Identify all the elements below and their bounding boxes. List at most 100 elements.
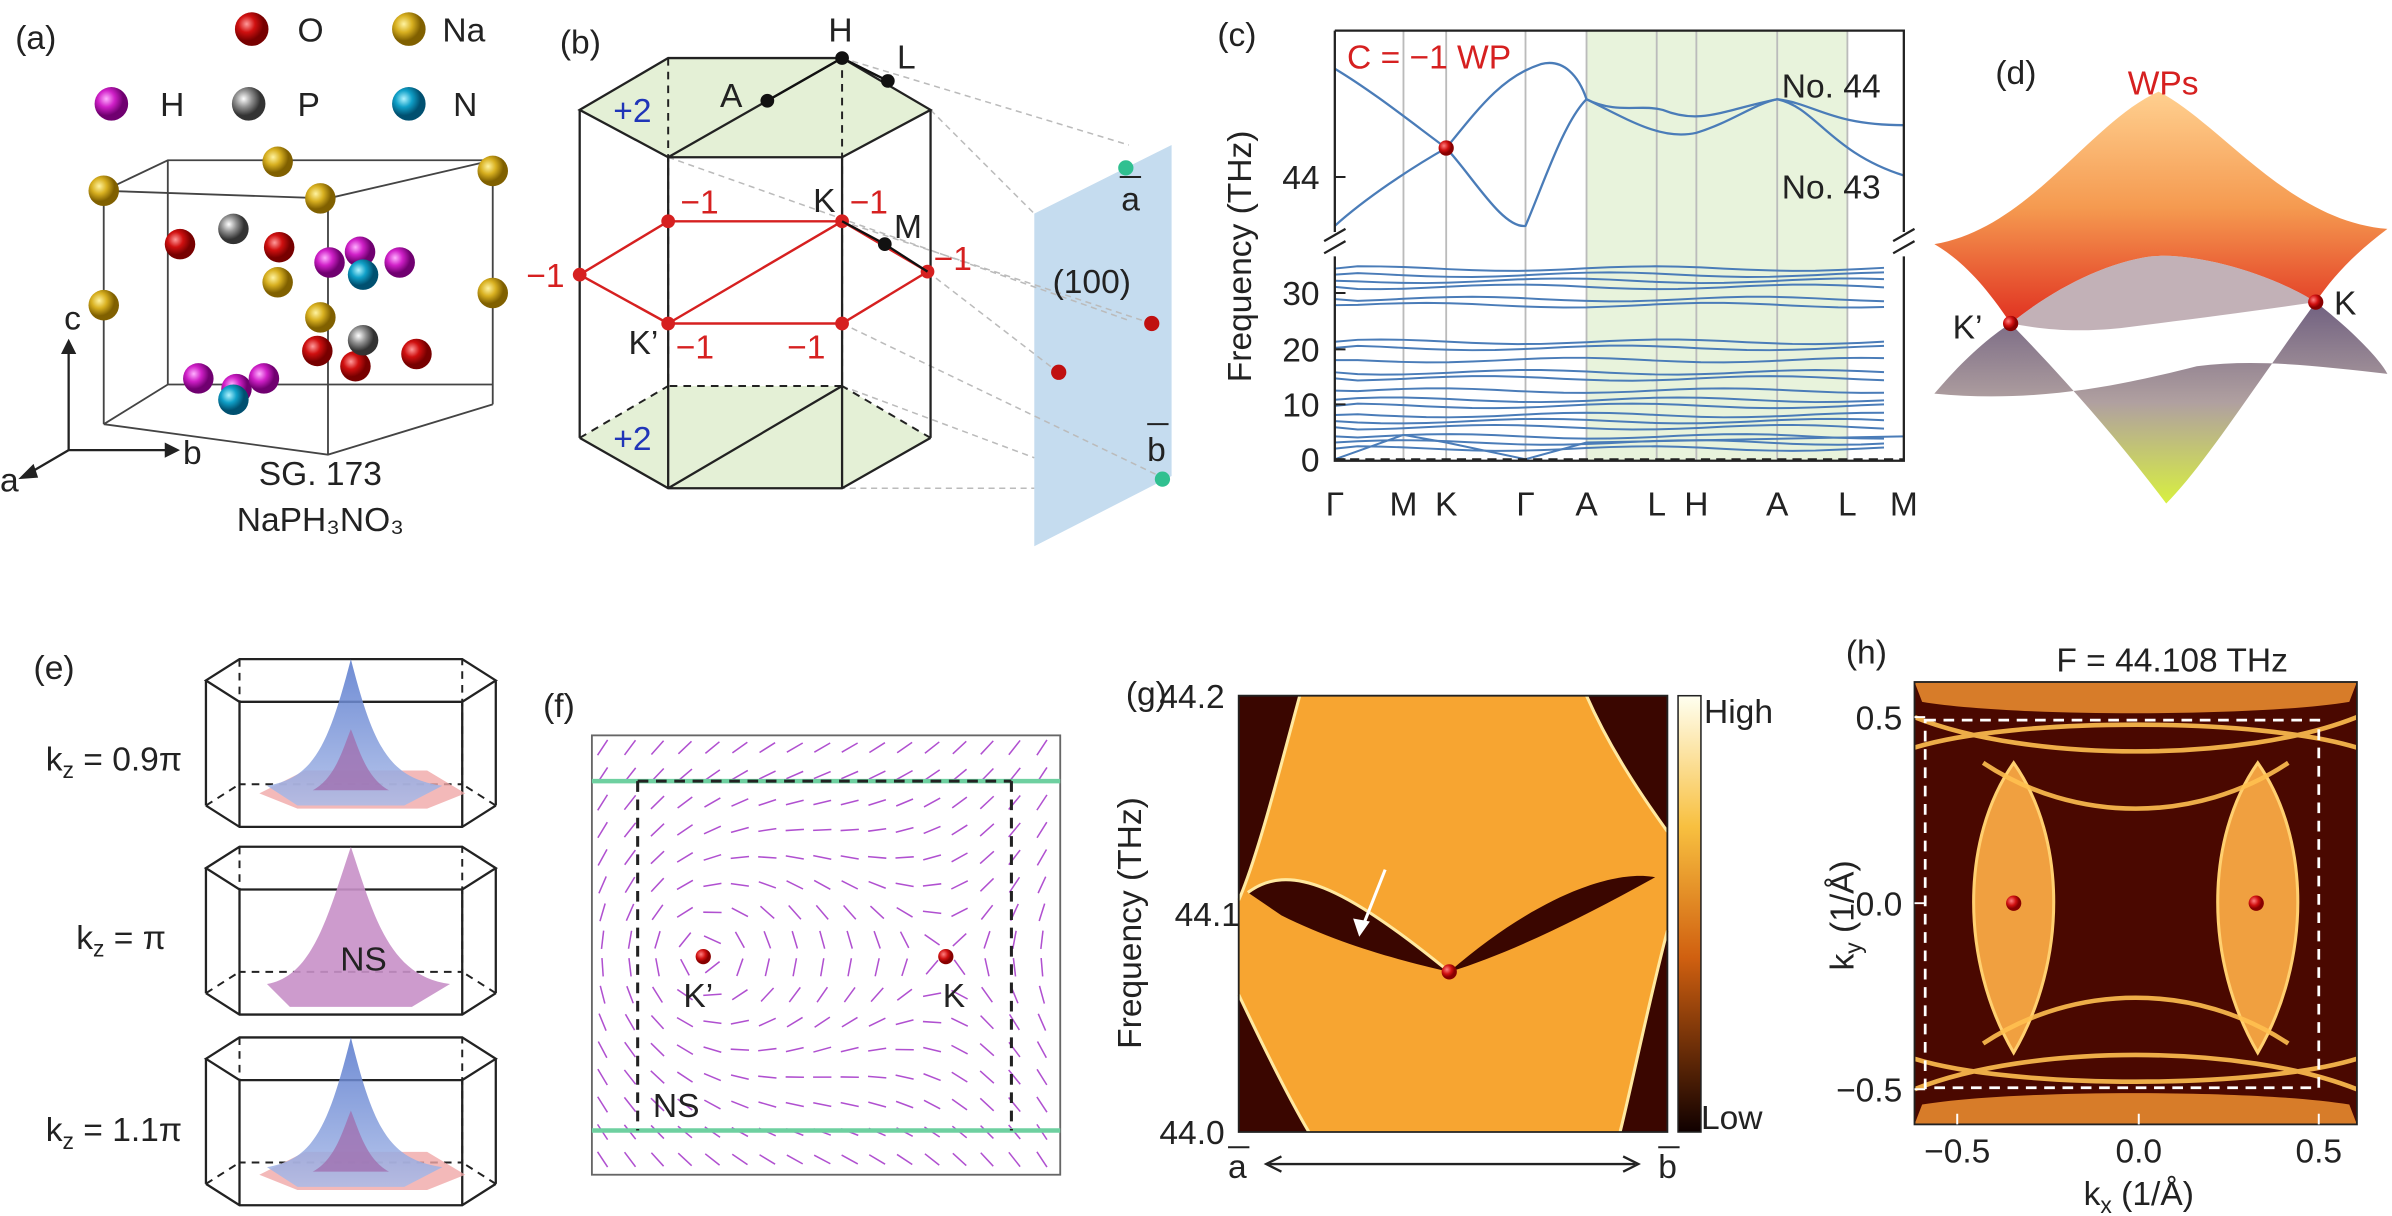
shape (2002, 315, 2019, 332)
field-arrow (650, 850, 665, 865)
field-arrow (895, 1019, 914, 1026)
field-arrow (785, 799, 804, 806)
shape: ky (1/Å) (1824, 860, 1866, 970)
field-arrow (869, 905, 885, 920)
shape (2006, 895, 2022, 911)
label: x (2100, 1192, 2112, 1216)
field-arrow (736, 958, 744, 977)
shape (1051, 364, 1067, 380)
field-arrow (1008, 739, 1021, 756)
field-arrow (676, 906, 694, 918)
field-arrow (923, 1099, 941, 1110)
x-tick-label: L (1647, 487, 1666, 524)
label: z (63, 757, 74, 783)
label: +2 (613, 421, 651, 458)
field-arrow (980, 904, 994, 920)
shape (1323, 227, 1916, 255)
field-arrow (650, 1070, 665, 1084)
field-arrow (677, 740, 693, 755)
field-arrow (924, 741, 940, 754)
field-arrow (925, 959, 939, 975)
field-arrow (597, 794, 609, 811)
label: No. 43 (1782, 169, 1881, 206)
field-arrow (731, 1153, 748, 1166)
field-arrow (922, 992, 942, 998)
shape (1118, 160, 1134, 176)
shape (266, 1037, 443, 1187)
shape (1353, 918, 1370, 937)
field-arrow (758, 1047, 777, 1052)
shape (2248, 895, 2264, 911)
field-arrow (868, 1047, 887, 1052)
field-arrow (1040, 958, 1044, 977)
field-arrow (847, 958, 853, 977)
field-arrow (924, 933, 940, 946)
field-arrow (677, 796, 693, 809)
field-arrow (813, 879, 831, 890)
phonon-band (1334, 439, 1885, 446)
field-arrow (676, 852, 694, 863)
field-arrow (624, 1013, 636, 1031)
atom (344, 236, 376, 268)
field-arrow (786, 880, 804, 890)
shape: kz = 1.1π (46, 1112, 182, 1154)
field-arrow (895, 856, 914, 859)
field-arrow (703, 993, 722, 997)
label: H (828, 12, 852, 49)
phonon-band (1334, 402, 1885, 410)
field-arrow (840, 1046, 859, 1053)
field-arrow (625, 903, 635, 922)
label: (g) (1126, 676, 1167, 713)
label: Frequency (THz) (1112, 797, 1149, 1049)
label: SG. 173 (259, 456, 382, 493)
field-arrow (676, 1016, 694, 1028)
field-arrow (952, 932, 967, 947)
field-arrow (840, 855, 859, 860)
field-arrow (979, 1097, 995, 1112)
field-arrow (924, 769, 941, 781)
field-arrow (923, 854, 942, 861)
field-arrow (984, 958, 990, 977)
field-arrow (731, 1100, 749, 1109)
label: N (453, 87, 477, 124)
field-arrow (599, 903, 606, 922)
field-arrow (764, 958, 771, 977)
field-arrow (624, 876, 636, 894)
label: 44 (1282, 160, 1319, 197)
field-arrow (597, 1096, 609, 1113)
field-arrow (623, 1151, 637, 1168)
field-arrow (759, 905, 775, 920)
phonon-band (1334, 301, 1885, 309)
label: −1 (680, 185, 718, 222)
field-arrow (785, 855, 804, 860)
field-arrow (813, 1154, 831, 1165)
field-arrow (758, 1075, 777, 1079)
field-arrow (597, 1068, 608, 1086)
shape (1333, 29, 1905, 462)
field-arrow (868, 880, 886, 889)
field-arrow (979, 795, 995, 810)
shape (1441, 964, 1457, 980)
shape (1934, 91, 2388, 324)
field-arrow (1037, 1013, 1047, 1031)
field-arrow (703, 882, 722, 888)
field-arrow (951, 796, 968, 809)
field-arrow (704, 741, 720, 754)
shape: kz = π (76, 920, 166, 962)
field-arrow (981, 986, 993, 1003)
field-arrow (1036, 794, 1048, 811)
shape (266, 659, 443, 806)
label: y (1840, 942, 1866, 954)
field-arrow (623, 1096, 637, 1113)
label: M (894, 209, 922, 246)
field-arrow (704, 769, 721, 781)
atom (218, 213, 249, 245)
field-arrow (676, 1044, 694, 1056)
field-arrow (703, 853, 722, 861)
atom (340, 350, 371, 382)
field-arrow (650, 1097, 665, 1112)
shape (835, 316, 849, 331)
field-arrow (785, 828, 804, 832)
phonon-band (1334, 396, 1885, 404)
